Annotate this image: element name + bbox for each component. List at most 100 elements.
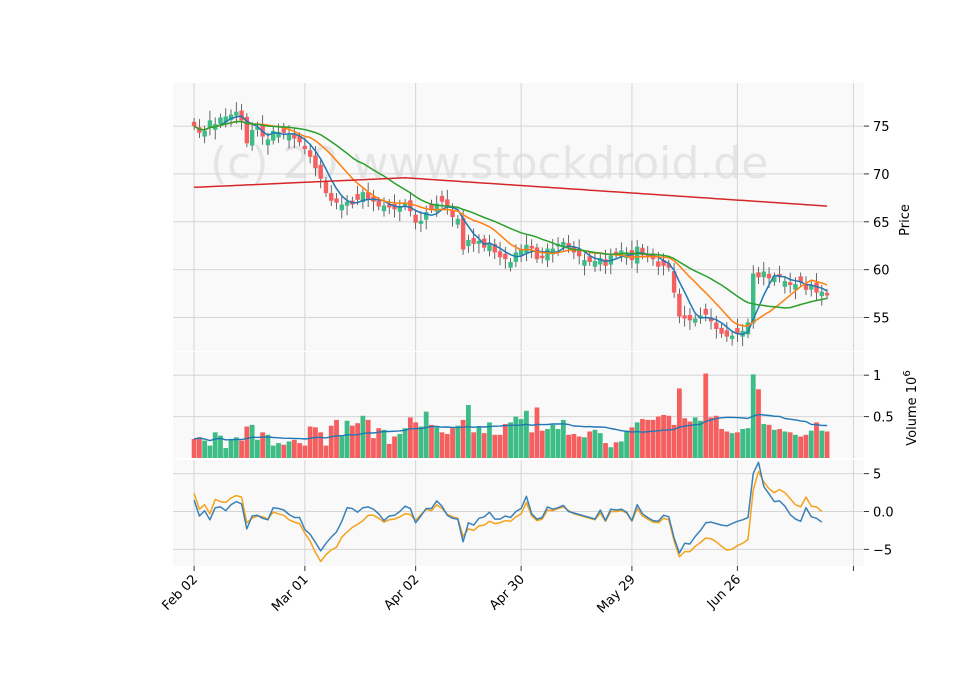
volume-bar bbox=[492, 434, 498, 458]
candle-body bbox=[540, 255, 545, 259]
candle-body bbox=[729, 335, 735, 339]
volume-bar bbox=[603, 443, 608, 458]
candle-body bbox=[682, 315, 687, 319]
candle-body bbox=[492, 243, 497, 253]
volume-bar bbox=[560, 419, 566, 458]
candle-body bbox=[344, 201, 350, 206]
volume-bar bbox=[418, 426, 424, 458]
candle-body bbox=[666, 263, 672, 268]
macd-tick-label: −5 bbox=[873, 543, 892, 558]
candle-body bbox=[761, 271, 766, 278]
candle-body bbox=[819, 291, 825, 297]
volume-bar bbox=[814, 422, 819, 458]
volume-bar bbox=[307, 426, 313, 458]
macd-tick-label: 5 bbox=[873, 468, 881, 483]
candle-body bbox=[582, 260, 587, 266]
volume-bar bbox=[191, 438, 197, 458]
candle-body bbox=[708, 318, 714, 322]
volume-bar bbox=[782, 431, 788, 458]
volume-tick-label: 0.5 bbox=[873, 411, 894, 426]
volume-bar bbox=[661, 414, 666, 458]
candle-body bbox=[587, 256, 592, 262]
volume-bar bbox=[286, 441, 292, 458]
candle-body bbox=[487, 242, 492, 252]
volume-bar bbox=[265, 434, 271, 458]
volume-bar bbox=[360, 415, 366, 458]
volume-average-line bbox=[193, 413, 828, 442]
candle-body bbox=[714, 322, 719, 329]
volume-bar bbox=[439, 432, 445, 458]
volume-bar bbox=[434, 427, 440, 458]
candle-body bbox=[423, 212, 429, 220]
volume-bar bbox=[555, 429, 561, 458]
volume-bar bbox=[254, 439, 260, 458]
candle-body bbox=[228, 114, 234, 120]
volume-bar bbox=[735, 432, 740, 458]
candle-body bbox=[339, 204, 344, 211]
price-tick-label: 75 bbox=[873, 120, 890, 135]
volume-bar bbox=[455, 425, 461, 458]
candle-body bbox=[677, 293, 682, 317]
volume-bar bbox=[777, 429, 783, 458]
volume-bar bbox=[508, 422, 513, 458]
volume-bar bbox=[365, 419, 371, 458]
candle-body bbox=[460, 217, 466, 250]
volume-bar bbox=[634, 422, 640, 458]
candle-body bbox=[355, 194, 360, 200]
candle-body bbox=[661, 260, 666, 266]
candle-body bbox=[434, 203, 439, 212]
volume-bar bbox=[682, 418, 688, 458]
volume-bar bbox=[608, 447, 614, 458]
candle-body bbox=[292, 134, 297, 139]
volume-bar bbox=[819, 430, 825, 458]
candle-body bbox=[693, 318, 698, 323]
x-tick-label: Apr 02 bbox=[381, 572, 422, 613]
volume-bar bbox=[624, 430, 630, 458]
candle-body bbox=[360, 192, 366, 203]
volume-bar bbox=[207, 445, 213, 458]
candle-body bbox=[191, 121, 197, 127]
candle-body bbox=[803, 284, 809, 290]
volume-bar bbox=[302, 445, 308, 458]
candle-body bbox=[518, 249, 524, 256]
volume-bar bbox=[597, 433, 603, 458]
x-tick-label: Apr 30 bbox=[487, 572, 528, 613]
candle-body bbox=[772, 276, 777, 283]
volume-bar bbox=[650, 419, 656, 458]
candle-body bbox=[265, 139, 271, 146]
watermark-text: (c) 20 www.stockdroid.de bbox=[210, 138, 768, 189]
candle-body bbox=[418, 220, 424, 224]
macd-line bbox=[193, 461, 823, 554]
volume-bar bbox=[386, 443, 392, 458]
price-tick-label: 55 bbox=[873, 312, 890, 327]
volume-bar bbox=[465, 405, 471, 458]
candle-body bbox=[365, 192, 371, 199]
candle-body bbox=[634, 246, 640, 264]
candle-body bbox=[334, 198, 339, 203]
volume-bar bbox=[534, 407, 540, 458]
x-tick-label: May 29 bbox=[594, 572, 638, 616]
volume-bar bbox=[740, 429, 746, 458]
volume-bar bbox=[228, 438, 234, 458]
volume-bar bbox=[571, 433, 577, 458]
candle-body bbox=[719, 327, 724, 334]
candle-body bbox=[751, 273, 756, 324]
volume-bar bbox=[297, 443, 302, 458]
volume-bar bbox=[355, 423, 361, 458]
candle-body bbox=[471, 238, 476, 244]
candle-body bbox=[466, 239, 471, 247]
candle-body bbox=[545, 248, 550, 261]
volume-bar bbox=[376, 428, 382, 458]
price-axis-title: Price bbox=[898, 204, 913, 236]
volume-bar bbox=[787, 432, 793, 458]
volume-bar bbox=[249, 424, 255, 458]
volume-bar bbox=[444, 433, 450, 458]
candle-body bbox=[413, 214, 418, 223]
volume-bar bbox=[645, 419, 651, 458]
candle-body bbox=[408, 200, 413, 212]
volume-bar bbox=[587, 431, 593, 458]
candle-body bbox=[476, 240, 482, 244]
candle-body bbox=[645, 254, 650, 258]
volume-bar bbox=[513, 416, 519, 458]
